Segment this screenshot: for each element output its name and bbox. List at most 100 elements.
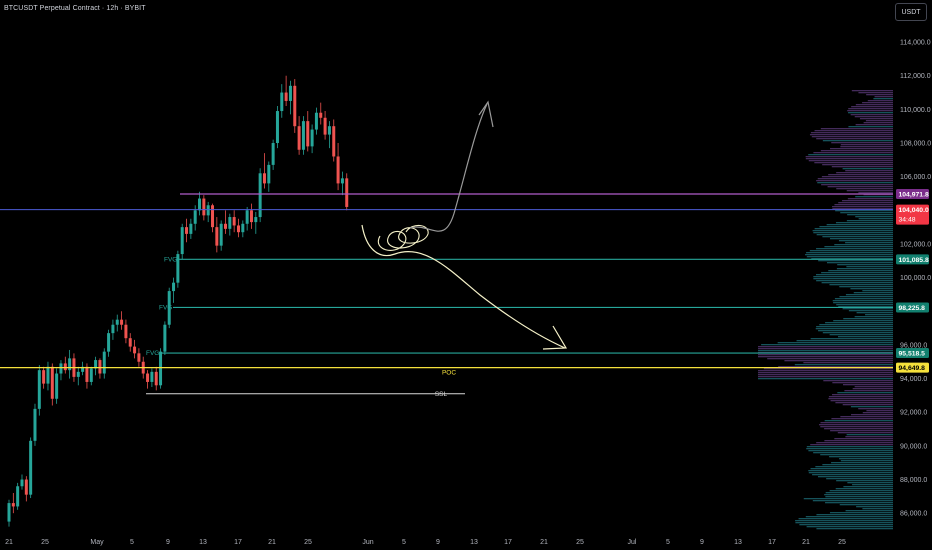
volume-profile-bar — [778, 366, 893, 368]
candle-body — [150, 371, 154, 382]
volume-profile-bar — [851, 414, 893, 416]
candle-body — [241, 223, 245, 233]
volume-profile-bar — [816, 280, 893, 282]
volume-profile-bar — [831, 418, 893, 420]
fvg-label: FVG — [159, 304, 172, 311]
volume-profile-bar — [827, 186, 893, 188]
volume-profile-bar — [865, 314, 893, 316]
x-tick-label: 21 — [268, 539, 276, 546]
volume-profile-bar — [850, 406, 893, 408]
volume-profile-bar — [758, 356, 893, 358]
volume-profile-bar — [828, 270, 893, 272]
volume-profile-bar — [837, 392, 893, 394]
scribble-loops — [377, 224, 429, 251]
volume-profile-bar — [846, 266, 893, 268]
volume-profile-bar — [825, 492, 893, 494]
candle-body — [16, 486, 20, 507]
candle-body — [128, 338, 132, 347]
candle-body — [7, 503, 11, 522]
volume-profile-bar — [795, 522, 893, 524]
x-tick-label: 21 — [5, 539, 13, 546]
x-tick-label: 17 — [768, 539, 776, 546]
volume-profile-bar — [835, 210, 893, 212]
volume-profile-bar — [818, 260, 893, 262]
volume-profile-bar — [858, 192, 893, 194]
volume-profile-bar — [873, 98, 893, 100]
volume-profile-bar — [816, 138, 893, 140]
volume-profile-bar — [803, 498, 893, 500]
candle-body — [267, 164, 271, 184]
volume-profile-bar — [832, 394, 893, 396]
fvg-label: FVG — [146, 350, 159, 357]
currency-button[interactable]: USDT — [895, 3, 927, 21]
volume-profile-bar — [843, 486, 893, 488]
volume-profile-bar — [812, 230, 893, 232]
volume-profile-bar — [799, 524, 893, 526]
volume-profile-bar — [848, 112, 893, 114]
volume-profile-bar — [805, 158, 893, 160]
volume-profile-bar — [847, 198, 893, 200]
y-tick-label: 112,000.0 — [900, 73, 931, 80]
volume-profile-bar — [830, 148, 893, 150]
purple-price-badge — [896, 188, 929, 199]
volume-profile-bar — [821, 282, 893, 284]
candle-body — [332, 126, 336, 157]
volume-profile-bar — [837, 264, 893, 266]
y-tick-label: 106,000.0 — [900, 174, 931, 181]
volume-profile-bar — [818, 330, 893, 332]
volume-profile-bar — [819, 424, 893, 426]
volume-profile-bar — [843, 318, 893, 320]
x-tick-label: 25 — [838, 539, 846, 546]
y-tick-label: 100,000.0 — [900, 275, 931, 282]
y-axis[interactable]: 86,000.0 88,000.0 90,000.0 92,000.0 94,000.0… — [896, 40, 931, 518]
x-tick-label: 9 — [166, 539, 170, 546]
volume-profile-bar — [828, 396, 893, 398]
volume-profile-bar — [832, 206, 893, 208]
volume-profile-bar — [846, 190, 893, 192]
y-tick-label: 108,000.0 — [900, 141, 931, 148]
volume-profile-bar — [830, 238, 893, 240]
volume-profile-bar — [829, 512, 893, 514]
volume-profile-bar — [796, 340, 893, 342]
volume-profile-bar — [835, 402, 893, 404]
volume-profile-bar — [835, 222, 893, 224]
volume-profile-bar — [854, 316, 893, 318]
volume-profile — [758, 90, 893, 530]
candle-body — [323, 117, 327, 135]
volume-profile-bar — [836, 188, 893, 190]
volume-profile-bar — [819, 324, 893, 326]
y-tick-label: 114,000.0 — [900, 40, 931, 47]
volume-profile-bar — [821, 184, 893, 186]
volume-profile-bar — [816, 234, 893, 236]
volume-profile-bar — [809, 250, 893, 252]
x-tick-label: Jun — [362, 539, 373, 546]
volume-profile-bar — [859, 118, 893, 120]
candle-body — [340, 178, 344, 184]
volume-profile-bar — [824, 428, 893, 430]
candle-body — [206, 205, 210, 216]
candle-body — [42, 370, 46, 384]
volume-profile-bar — [855, 216, 893, 218]
volume-profile-bar — [805, 156, 893, 158]
x-tick-label: 21 — [802, 539, 810, 546]
bearish-arrow-head — [542, 325, 568, 350]
candle-body — [81, 366, 85, 372]
volume-profile-bar — [829, 284, 893, 286]
volume-profile-bar — [847, 214, 893, 216]
volume-profile-bar — [840, 460, 893, 462]
volume-profile-bar — [758, 374, 893, 376]
volume-profile-bar — [843, 384, 893, 386]
candle-body — [115, 319, 119, 325]
candle-body — [33, 408, 37, 441]
volume-profile-bar — [806, 448, 893, 450]
candle-body — [345, 178, 349, 207]
volume-profile-bar — [758, 350, 893, 352]
fvg-price-badge-text: 95,518.5 — [899, 351, 926, 358]
volume-profile-bar — [836, 480, 893, 482]
candle-body — [211, 205, 215, 228]
x-tick-label: 17 — [504, 539, 512, 546]
x-tick-label: Jul — [628, 539, 637, 546]
candle-body — [180, 227, 184, 255]
volume-profile-bar — [825, 502, 893, 504]
